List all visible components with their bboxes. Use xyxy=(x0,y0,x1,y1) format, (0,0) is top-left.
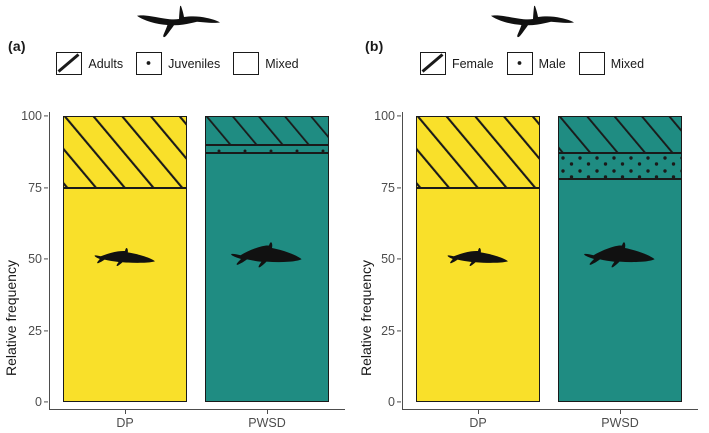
bar-segment-pwsd-mixed xyxy=(205,153,329,402)
x-tick-mark-pwsd xyxy=(266,410,268,414)
y-tick-label-25-b: 25 xyxy=(381,323,395,338)
y-tick-mark-25-b xyxy=(397,329,401,332)
y-axis-line xyxy=(48,112,50,410)
y-tick-mark-0 xyxy=(44,401,48,403)
bar-segment-pwsd-juveniles xyxy=(205,144,329,154)
x-tick-label-pwsd: PWSD xyxy=(248,416,286,430)
legend-a: Adults Juveniles Mixed xyxy=(0,52,355,75)
bar-segment-pwsd-mixed-b xyxy=(558,178,682,402)
bar-dp xyxy=(63,116,187,402)
y-tick-label-0-b: 0 xyxy=(388,395,395,409)
y-tick-label-100: 100 xyxy=(21,109,42,123)
legend-key-blank-icon-b xyxy=(578,52,605,75)
y-tick-mark-0-b xyxy=(397,401,401,403)
legend-label-mixed: Mixed xyxy=(265,56,299,71)
legend-item-mixed-b: Mixed xyxy=(578,52,645,75)
y-tick-mark-50 xyxy=(44,258,48,260)
bar-segment-dp-adults xyxy=(63,116,187,188)
legend-label-male: Male xyxy=(538,56,566,71)
y-tick-mark-25 xyxy=(44,329,48,332)
panel-b: (b) Female Male Mixe xyxy=(355,0,709,433)
legend-item-juveniles: Juveniles xyxy=(136,52,220,75)
legend-item-male: Male xyxy=(506,52,566,75)
legend-label-mixed-b: Mixed xyxy=(610,56,645,71)
bar-dp-b xyxy=(416,116,540,402)
x-tick-mark-dp-b xyxy=(477,410,479,414)
plot-area-b: Relative frequency 100 75 50 25 0 xyxy=(355,100,709,433)
legend-item-female: Female xyxy=(419,52,494,75)
legend-label-adults: Adults xyxy=(88,56,124,71)
y-tick-mark-50-b xyxy=(397,258,401,260)
y-tick-label-50-b: 50 xyxy=(381,252,395,266)
bar-pwsd-b xyxy=(558,116,682,402)
x-axis-line xyxy=(48,409,345,411)
legend-b: Female Male Mixed xyxy=(355,52,709,75)
legend-key-hatch-icon xyxy=(56,52,83,75)
killer-whale-silhouette-icon xyxy=(0,2,355,42)
bar-segment-pwsd-female xyxy=(558,116,682,154)
y-tick-mark-100 xyxy=(44,115,48,117)
bar-segment-dp-female xyxy=(416,116,540,188)
y-axis-title-a: Relative frequency xyxy=(3,260,19,376)
legend-key-dot-icon xyxy=(136,52,163,75)
legend-key-hatch-icon-b xyxy=(419,52,446,75)
y-axis-line-b xyxy=(401,112,403,410)
bar-segment-pwsd-male xyxy=(558,153,682,179)
plot-area-a: Relative frequency 100 75 50 25 0 xyxy=(0,100,355,433)
x-tick-mark-pwsd-b xyxy=(619,410,621,414)
y-tick-label-25: 25 xyxy=(28,323,42,338)
legend-item-adults: Adults xyxy=(56,52,123,75)
bar-segment-pwsd-adults xyxy=(205,116,329,145)
legend-key-blank-icon xyxy=(233,52,260,75)
x-tick-label-dp-b: DP xyxy=(469,416,487,430)
y-tick-label-75: 75 xyxy=(28,180,42,195)
panel-label-a: (a) xyxy=(8,38,26,54)
x-tick-label-pwsd-b: PWSD xyxy=(601,416,639,430)
y-tick-label-75-b: 75 xyxy=(381,180,395,195)
y-tick-mark-100-b xyxy=(397,115,401,117)
legend-key-dot-icon-b xyxy=(506,52,533,75)
bar-segment-dp-mixed-b xyxy=(416,187,540,402)
y-tick-label-50: 50 xyxy=(28,252,42,266)
bar-pwsd xyxy=(205,116,329,402)
y-tick-label-100-b: 100 xyxy=(374,109,395,123)
x-tick-label-dp: DP xyxy=(116,416,134,430)
killer-whale-silhouette-icon-b xyxy=(355,2,709,42)
legend-label-juveniles: Juveniles xyxy=(168,56,221,71)
y-tick-mark-75 xyxy=(44,186,48,189)
y-axis-title-b: Relative frequency xyxy=(358,260,374,376)
x-tick-mark-dp xyxy=(124,410,126,414)
legend-label-female: Female xyxy=(451,56,494,71)
y-tick-label-0: 0 xyxy=(35,395,42,409)
x-axis-line-b xyxy=(401,409,698,411)
legend-item-mixed: Mixed xyxy=(233,52,299,75)
bar-segment-dp-mixed xyxy=(63,187,187,402)
panel-a: (a) Adults Juveniles xyxy=(0,2,355,433)
panel-label-b: (b) xyxy=(365,38,384,54)
y-tick-mark-75-b xyxy=(397,186,401,189)
